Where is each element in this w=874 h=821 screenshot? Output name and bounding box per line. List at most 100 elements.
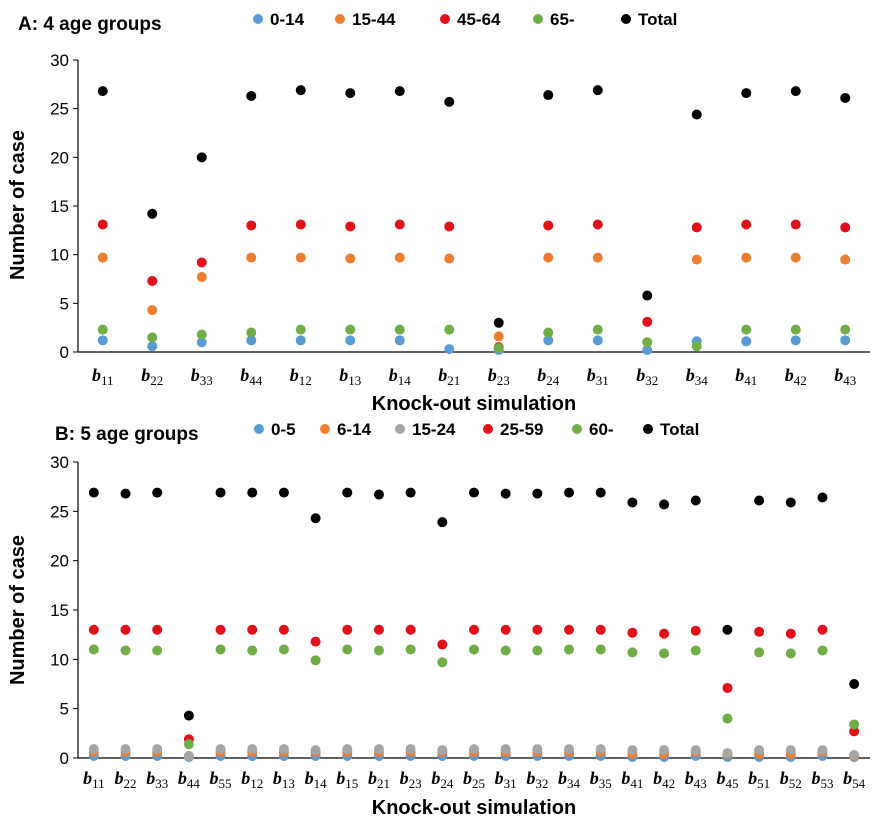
data-point: [183, 739, 194, 750]
data-point: [405, 624, 416, 635]
data-point: [722, 624, 733, 635]
data-point: [817, 645, 828, 656]
data-point: [817, 745, 828, 756]
y-tick-label: 5: [60, 294, 69, 313]
series-45-64: [97, 219, 851, 353]
data-point: [246, 252, 257, 263]
data-point: [840, 92, 851, 103]
data-point: [394, 86, 405, 97]
series-Total: [88, 487, 860, 721]
data-point: [691, 254, 702, 265]
data-point: [444, 324, 455, 335]
x-tick-label: b44: [240, 365, 263, 388]
x-tick-label: b53: [811, 768, 833, 791]
data-point: [627, 497, 638, 508]
data-point: [88, 744, 99, 755]
data-point: [97, 219, 108, 230]
data-point: [147, 305, 158, 316]
data-point: [246, 220, 257, 231]
y-tick-label: 10: [50, 650, 69, 669]
data-point: [342, 744, 353, 755]
data-point: [741, 88, 752, 99]
data-point: [97, 252, 108, 263]
x-tick-label: b22: [141, 365, 163, 388]
y-tick-label: 20: [50, 552, 69, 571]
data-point: [120, 488, 131, 499]
data-point: [500, 624, 511, 635]
data-point: [88, 487, 99, 498]
data-point: [642, 337, 653, 348]
data-point: [152, 744, 163, 755]
data-point: [342, 487, 353, 498]
chart-0: A: 4 age groups 0-14 15-44 45-64 65- Total 0 5 1…: [7, 10, 870, 415]
data-point: [215, 487, 226, 498]
data-point: [469, 487, 479, 498]
y-tick-label: 5: [60, 700, 69, 719]
legend-label-1: 15-44: [352, 10, 396, 29]
data-point: [147, 341, 158, 352]
data-point: [196, 257, 207, 268]
data-point: [849, 750, 860, 761]
data-point: [373, 624, 384, 635]
data-point: [741, 324, 752, 335]
data-point: [543, 327, 554, 338]
data-point: [627, 647, 638, 658]
data-point: [817, 492, 828, 503]
x-tick-label: b22: [115, 768, 137, 791]
data-point: [310, 655, 321, 666]
data-point: [564, 644, 575, 655]
data-point: [741, 252, 752, 263]
data-point: [247, 744, 258, 755]
series-25-59: [88, 624, 860, 745]
data-point: [246, 91, 257, 102]
data-point: [394, 252, 405, 263]
legend-marker-2: [440, 14, 450, 24]
data-point: [592, 85, 603, 96]
x-tick-label: b21: [368, 768, 390, 791]
data-point: [722, 748, 733, 759]
legend-label-0: 0-14: [270, 10, 305, 29]
x-tick-label: b34: [686, 365, 709, 388]
data-point: [394, 219, 405, 230]
x-tick-label: b24: [537, 365, 560, 388]
legend-label-4: Total: [638, 10, 677, 29]
series-60-: [88, 644, 860, 750]
y-tick-label: 20: [50, 148, 69, 167]
data-point: [247, 645, 258, 656]
data-point: [564, 624, 575, 635]
data-point: [642, 345, 653, 356]
data-point: [690, 645, 701, 656]
data-point: [345, 324, 356, 335]
data-point: [741, 336, 752, 347]
data-point: [659, 648, 670, 659]
data-point: [532, 624, 543, 635]
data-point: [659, 628, 670, 639]
x-tick-label: b41: [621, 768, 643, 791]
x-tick-label: b32: [526, 768, 548, 791]
data-point: [754, 647, 765, 658]
x-axis-title: Knock-out simulation: [372, 393, 576, 415]
data-point: [817, 624, 828, 635]
x-tick-label: b45: [716, 768, 738, 791]
data-point: [247, 487, 258, 498]
data-point: [373, 645, 384, 656]
data-point: [183, 710, 194, 721]
data-point: [564, 487, 575, 498]
data-point: [120, 624, 131, 635]
data-point: [437, 745, 448, 756]
data-point: [394, 335, 405, 346]
data-point: [345, 335, 356, 346]
x-tick-label: b12: [290, 365, 312, 388]
data-point: [840, 222, 851, 233]
data-point: [196, 329, 207, 340]
x-tick-label: b55: [210, 768, 232, 791]
data-point: [147, 332, 158, 343]
series-15-24: [88, 744, 860, 762]
legend-marker-4: [572, 424, 582, 434]
data-point: [342, 624, 353, 635]
data-point: [295, 219, 306, 230]
data-point: [196, 152, 207, 163]
data-point: [543, 252, 554, 263]
y-tick-label: 15: [50, 197, 69, 216]
